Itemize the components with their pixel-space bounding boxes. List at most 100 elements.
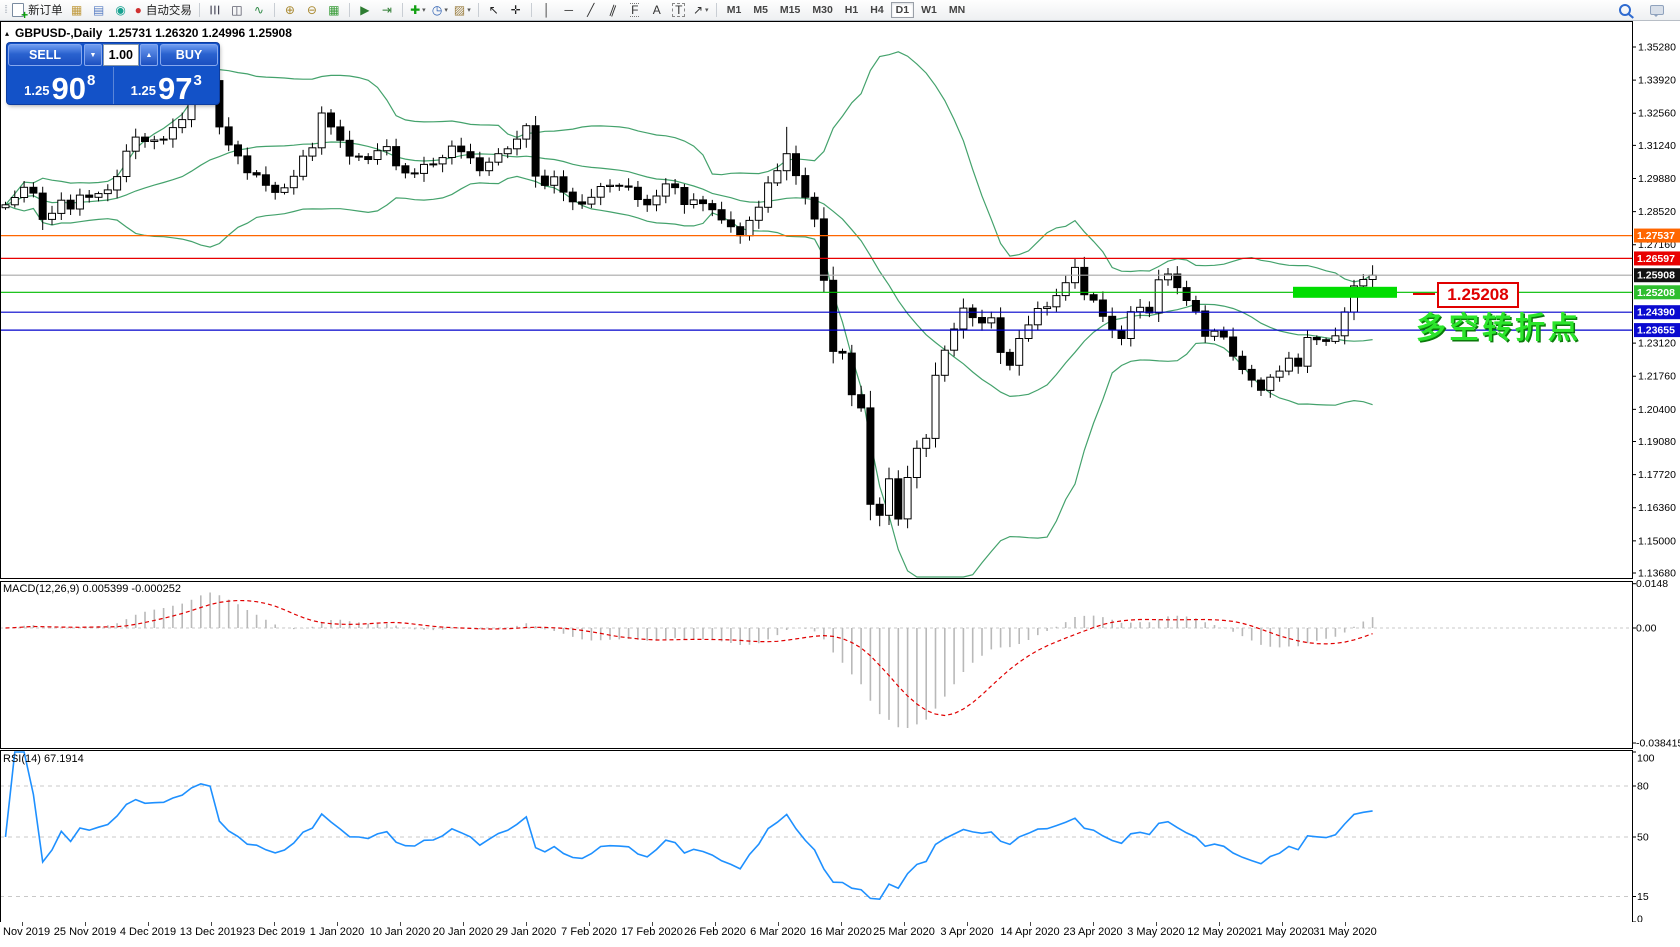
chart-svg[interactable]: 1.35280 1.33920 1.32560 1.31240 1.29880 1.285… xyxy=(0,20,1680,942)
bar-chart-icon[interactable]: ☰ xyxy=(205,2,225,19)
timeframe-h4[interactable]: H4 xyxy=(870,4,884,16)
timeframe-m5[interactable]: M5 xyxy=(753,4,768,16)
buy-price[interactable]: 1.25 97 3 xyxy=(112,67,220,104)
sell-button[interactable]: SELL xyxy=(8,44,82,66)
periods-button-caret[interactable]: ▾ xyxy=(444,7,448,14)
line-chart-icon[interactable]: ∿ xyxy=(249,2,269,19)
templates-button-caret[interactable]: ▾ xyxy=(467,7,471,14)
chat-icon[interactable] xyxy=(1647,2,1667,19)
vline-tool[interactable]: │ xyxy=(537,2,557,19)
date-tick xyxy=(211,922,212,926)
volume-input[interactable]: 1.00 xyxy=(103,44,139,66)
candle xyxy=(131,136,140,152)
arrows-tool[interactable]: ↗ ▾ xyxy=(691,2,711,19)
candle xyxy=(894,478,903,520)
chart-profiles-icon[interactable]: ▦ xyxy=(67,2,87,19)
chart-canvas[interactable]: 1.35280 1.33920 1.32560 1.31240 1.29880 1.285… xyxy=(0,20,1680,942)
horizontal-lines[interactable] xyxy=(0,235,1632,331)
date-tick xyxy=(85,922,86,926)
volume-up-button[interactable]: ▲ xyxy=(140,44,158,66)
templates-button[interactable]: ▨ ▾ xyxy=(452,2,473,19)
crosshair-tool[interactable]: ✛ xyxy=(506,2,526,19)
svg-text:1.23655: 1.23655 xyxy=(1637,325,1675,337)
price-scale[interactable]: 1.35280 1.33920 1.32560 1.31240 1.29880 1.285… xyxy=(1632,42,1680,926)
autotrading-button[interactable]: ● 自动交易 xyxy=(133,2,194,19)
candle xyxy=(959,307,968,330)
candle xyxy=(699,199,707,205)
sell-price[interactable]: 1.25 90 8 xyxy=(7,67,113,104)
thick-green-segment[interactable] xyxy=(1293,286,1397,298)
label-tool[interactable]: T xyxy=(669,2,689,19)
search-icon[interactable] xyxy=(1615,2,1635,19)
candle xyxy=(1061,282,1070,297)
pane-border[interactable] xyxy=(0,581,1633,749)
candle xyxy=(661,183,670,197)
candle xyxy=(457,145,466,153)
date-tick xyxy=(841,922,842,926)
candle xyxy=(1,204,10,209)
cursor-tool[interactable]: ↖ xyxy=(484,2,504,19)
new-order-button[interactable]: 新订单 xyxy=(10,2,65,22)
zoom-out-icon[interactable]: ⊖ xyxy=(302,2,322,19)
tile-windows-icon[interactable]: ▦ xyxy=(324,2,344,19)
candle xyxy=(1275,370,1284,378)
arrows-tool-glyph: ↗ xyxy=(692,3,703,17)
pane-border[interactable] xyxy=(0,21,1633,579)
timeframe-m1[interactable]: M1 xyxy=(726,4,742,16)
candle xyxy=(1238,355,1247,370)
candle xyxy=(801,175,810,198)
fibonacci-tool[interactable]: F xyxy=(625,2,645,19)
candle xyxy=(1154,279,1163,314)
indicators-button-caret[interactable]: ▾ xyxy=(422,7,426,14)
candle xyxy=(996,317,1005,353)
candle xyxy=(122,150,131,177)
candle xyxy=(782,153,791,172)
candle xyxy=(1098,299,1107,317)
timeframe-m15[interactable]: M15 xyxy=(779,4,801,16)
candle xyxy=(838,350,847,354)
candles xyxy=(1,66,1377,529)
callout-connector xyxy=(1413,293,1435,295)
candle xyxy=(373,150,382,160)
candle xyxy=(429,163,438,166)
timeframe-m30[interactable]: M30 xyxy=(812,4,833,16)
text-tool[interactable]: A xyxy=(647,2,667,19)
candle xyxy=(875,503,884,516)
svg-text:1.21760: 1.21760 xyxy=(1638,371,1676,383)
arrows-tool-caret[interactable]: ▾ xyxy=(705,7,709,14)
price-callout-box[interactable]: 1.25208 xyxy=(1437,282,1519,308)
collapse-marker-icon[interactable]: ▴ xyxy=(5,28,10,38)
text-tool-glyph: A xyxy=(652,3,661,17)
candle xyxy=(141,136,149,142)
hline-tool[interactable]: ─ xyxy=(559,2,579,19)
svg-text:1.25908: 1.25908 xyxy=(1637,270,1675,282)
volume-down-button[interactable]: ▼ xyxy=(84,44,102,66)
timeframe-h1[interactable]: H1 xyxy=(844,4,859,16)
candle xyxy=(1368,274,1377,280)
timeframe-d1[interactable]: D1 xyxy=(890,2,915,18)
date-tick xyxy=(652,922,653,926)
candle xyxy=(420,163,428,174)
timeframe-mn[interactable]: MN xyxy=(948,4,966,16)
date-label: 3 Apr 2020 xyxy=(940,926,994,938)
buy-button[interactable]: BUY xyxy=(160,44,218,66)
signals-icon[interactable]: ◉ xyxy=(111,2,131,19)
candle xyxy=(410,172,419,175)
candlestick-chart-icon[interactable]: ◫ xyxy=(227,2,247,19)
macd-pane xyxy=(0,592,1632,728)
candle xyxy=(1340,311,1349,337)
candle xyxy=(978,317,986,324)
bollinger-upper xyxy=(5,51,1373,283)
zoom-in-icon[interactable]: ⊕ xyxy=(280,2,300,19)
pivot-annotation-text[interactable]: 多空转折点 xyxy=(1416,312,1581,345)
chart-shift-icon[interactable]: ⇥ xyxy=(377,2,397,19)
trendline-tool[interactable]: ╱ xyxy=(581,2,601,19)
market-watch-icon[interactable]: ▤ xyxy=(89,2,109,19)
indicators-button[interactable]: ✚ ▾ xyxy=(408,2,428,19)
timeframe-w1[interactable]: W1 xyxy=(921,4,937,16)
auto-scroll-icon[interactable]: ▶ xyxy=(355,2,375,19)
channel-tool[interactable]: ∥ xyxy=(603,2,623,19)
periods-button[interactable]: ◷ ▾ xyxy=(430,2,450,19)
candle xyxy=(1331,335,1340,342)
